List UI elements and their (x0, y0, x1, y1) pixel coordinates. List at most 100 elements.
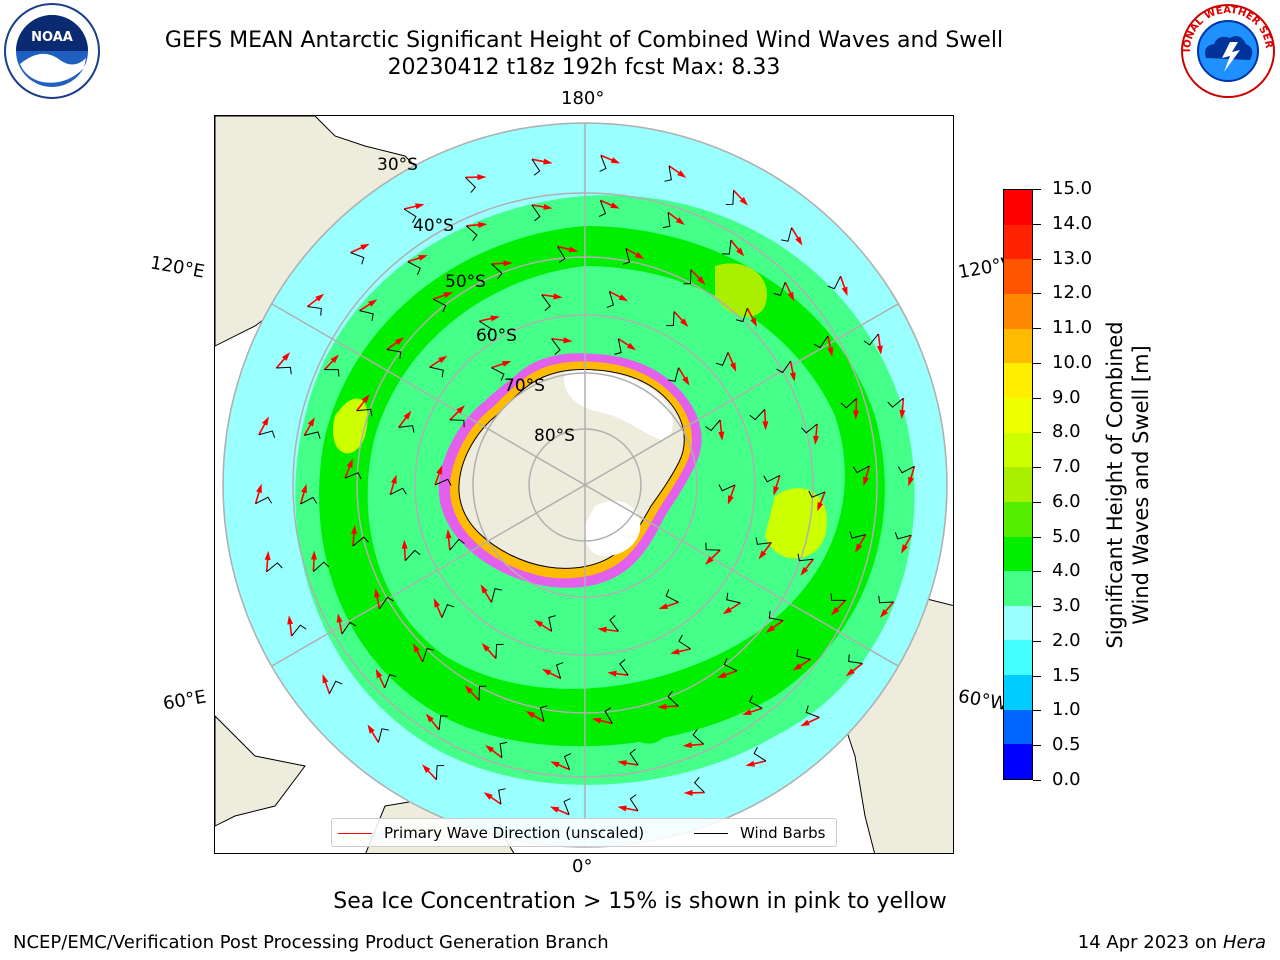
lon-label-60e: 60°E (161, 686, 208, 715)
lon-label-120e: 120°E (148, 252, 207, 283)
wave-direction-arrowhead (445, 529, 452, 539)
wave-direction-arrowhead (418, 255, 428, 261)
wind-barb (386, 348, 402, 359)
colorbar-segment (1004, 536, 1032, 572)
wave-direction-arrowhead (401, 539, 408, 549)
wave-direction-arrowhead (634, 251, 645, 259)
wave-direction-arrowhead (899, 409, 906, 420)
wind-barb (276, 366, 292, 375)
colorbar-tick-mark (1033, 258, 1041, 260)
colorbar-tick-label: 13.0 (1052, 247, 1093, 269)
polar-map: 30°S 40°S 50°S 60°S 70°S 80°S (214, 115, 954, 854)
colorbar-tick-mark (1033, 536, 1041, 538)
colorbar-segment (1004, 571, 1032, 606)
wind-barb (722, 240, 732, 255)
wind-barb (726, 592, 741, 604)
wind-barb (665, 589, 679, 603)
wind-barb (827, 276, 842, 290)
colorbar-segment (1004, 675, 1032, 710)
wind-barb (797, 553, 814, 562)
wave-direction-arrowhead (727, 495, 734, 505)
antarctica (438, 353, 702, 588)
lat-label-30s: 30°S (377, 155, 418, 175)
wind-barb (495, 643, 504, 659)
wind-barb (609, 615, 619, 632)
wave-direction-arrowhead (800, 719, 810, 727)
colorbar-segment (1004, 363, 1032, 398)
wave-direction-arrowhead (415, 203, 425, 210)
colorbar-segment (1004, 501, 1032, 537)
lon-label-0: 0° (572, 856, 593, 877)
colorbar-tick-label: 15.0 (1052, 178, 1093, 199)
legend-swatch-red (338, 832, 372, 834)
footer-date-text: 14 Apr 2023 on (1077, 932, 1223, 953)
wave-direction-arrowhead (607, 670, 617, 677)
wind-barb (359, 310, 374, 321)
colorbar-tick-mark (1033, 780, 1041, 781)
colorbar-tick-label: 3.0 (1052, 595, 1081, 617)
wind-barb (548, 615, 556, 632)
wind-barb (723, 657, 738, 672)
wave-direction-arrowhead (792, 663, 802, 671)
wave-direction-arrowhead (617, 760, 627, 767)
wind-barb (307, 305, 322, 316)
wave-direction-arrowhead (543, 203, 553, 210)
wave-direction-arrowhead (477, 174, 487, 181)
colorbar-tick-mark (1033, 467, 1041, 469)
wave-direction-arrowhead (256, 483, 262, 494)
colorbar-segment (1004, 605, 1032, 641)
wind-barb (291, 624, 307, 637)
wind-barb (894, 532, 912, 540)
wind-barb (498, 788, 506, 805)
wave-direction-arrowhead (745, 760, 755, 767)
wave-direction-arrowhead (765, 625, 776, 633)
wave-direction-arrowhead (374, 588, 381, 598)
wave-direction-arrowhead (677, 170, 687, 178)
wind-barb (604, 707, 613, 724)
footer-date: 14 Apr 2023 on Hera (1078, 932, 1266, 953)
wave-direction-arrowhead (855, 543, 863, 553)
wind-barb (606, 291, 615, 308)
noaa-logo-icon: NOAA (4, 3, 100, 99)
colorbar (1003, 189, 1033, 780)
wind-barb (531, 204, 541, 222)
colorbar-tick-label: 12.0 (1052, 282, 1093, 304)
wave-direction-arrowhead (827, 347, 834, 357)
wave-direction-arrowhead (739, 197, 748, 206)
wave-direction-arrowhead (394, 337, 405, 345)
vector-field (254, 154, 916, 816)
wind-barb (449, 538, 465, 551)
colorbar-segment (1004, 190, 1032, 225)
wind-barb (619, 658, 629, 676)
wind-barb (304, 431, 321, 439)
colorbar-tick-mark (1033, 397, 1041, 399)
wind-barb (341, 621, 357, 635)
wind-barb (852, 465, 870, 474)
wave-direction-arrowhead (443, 292, 453, 299)
wind-barb (563, 753, 572, 770)
wave-direction-arrowhead (438, 355, 448, 364)
wind-barb (258, 430, 276, 438)
wave-direction-arrowhead (742, 709, 752, 715)
wind-barb (830, 593, 846, 601)
wind-barb (749, 409, 766, 421)
wave-direction-arrowhead (813, 435, 819, 445)
wave-direction-arrowhead (568, 246, 579, 253)
wind-barb (668, 367, 680, 382)
map-canvas: 30°S 40°S 50°S 60°S 70°S 80°S (215, 116, 953, 853)
wind-barb (266, 562, 283, 573)
wave-direction-arrowhead (682, 742, 692, 749)
wind-barb (693, 777, 705, 793)
wave-direction-arrowhead (550, 761, 560, 768)
wind-barb (557, 246, 566, 263)
wind-barb (539, 705, 548, 722)
wave-direction-arrowhead (736, 247, 745, 257)
colorbar-tick-mark (1033, 501, 1041, 503)
wave-direction-arrowhead (831, 606, 840, 616)
wave-direction-arrowhead (670, 648, 680, 655)
wind-barb (768, 611, 784, 622)
wave-direction-arrowhead (503, 260, 513, 267)
wind-barb (796, 649, 811, 660)
colorbar-title-line1: Significant Height of Combined (1103, 321, 1127, 649)
colorbar-title-line2: Wind Waves and Swell [m] (1129, 345, 1153, 625)
